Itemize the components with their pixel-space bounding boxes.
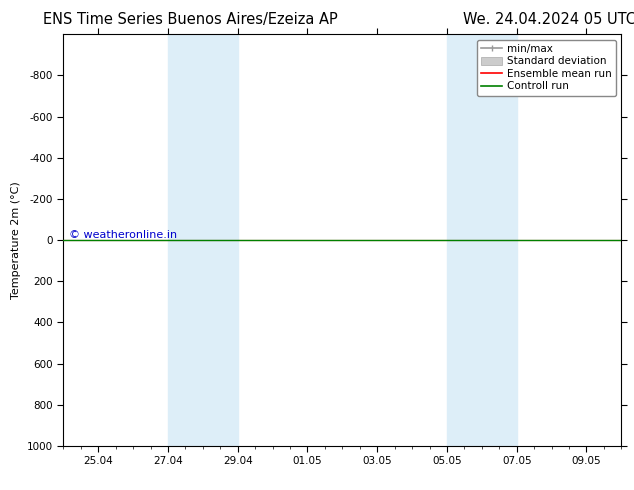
- Text: ENS Time Series Buenos Aires/Ezeiza AP: ENS Time Series Buenos Aires/Ezeiza AP: [43, 12, 337, 27]
- Text: We. 24.04.2024 05 UTC: We. 24.04.2024 05 UTC: [463, 12, 634, 27]
- Bar: [168, 34, 238, 446]
- Legend: min/max, Standard deviation, Ensemble mean run, Controll run: min/max, Standard deviation, Ensemble me…: [477, 40, 616, 96]
- Y-axis label: Temperature 2m (°C): Temperature 2m (°C): [11, 181, 22, 299]
- Bar: [447, 34, 517, 446]
- Text: © weatheronline.in: © weatheronline.in: [69, 230, 177, 240]
